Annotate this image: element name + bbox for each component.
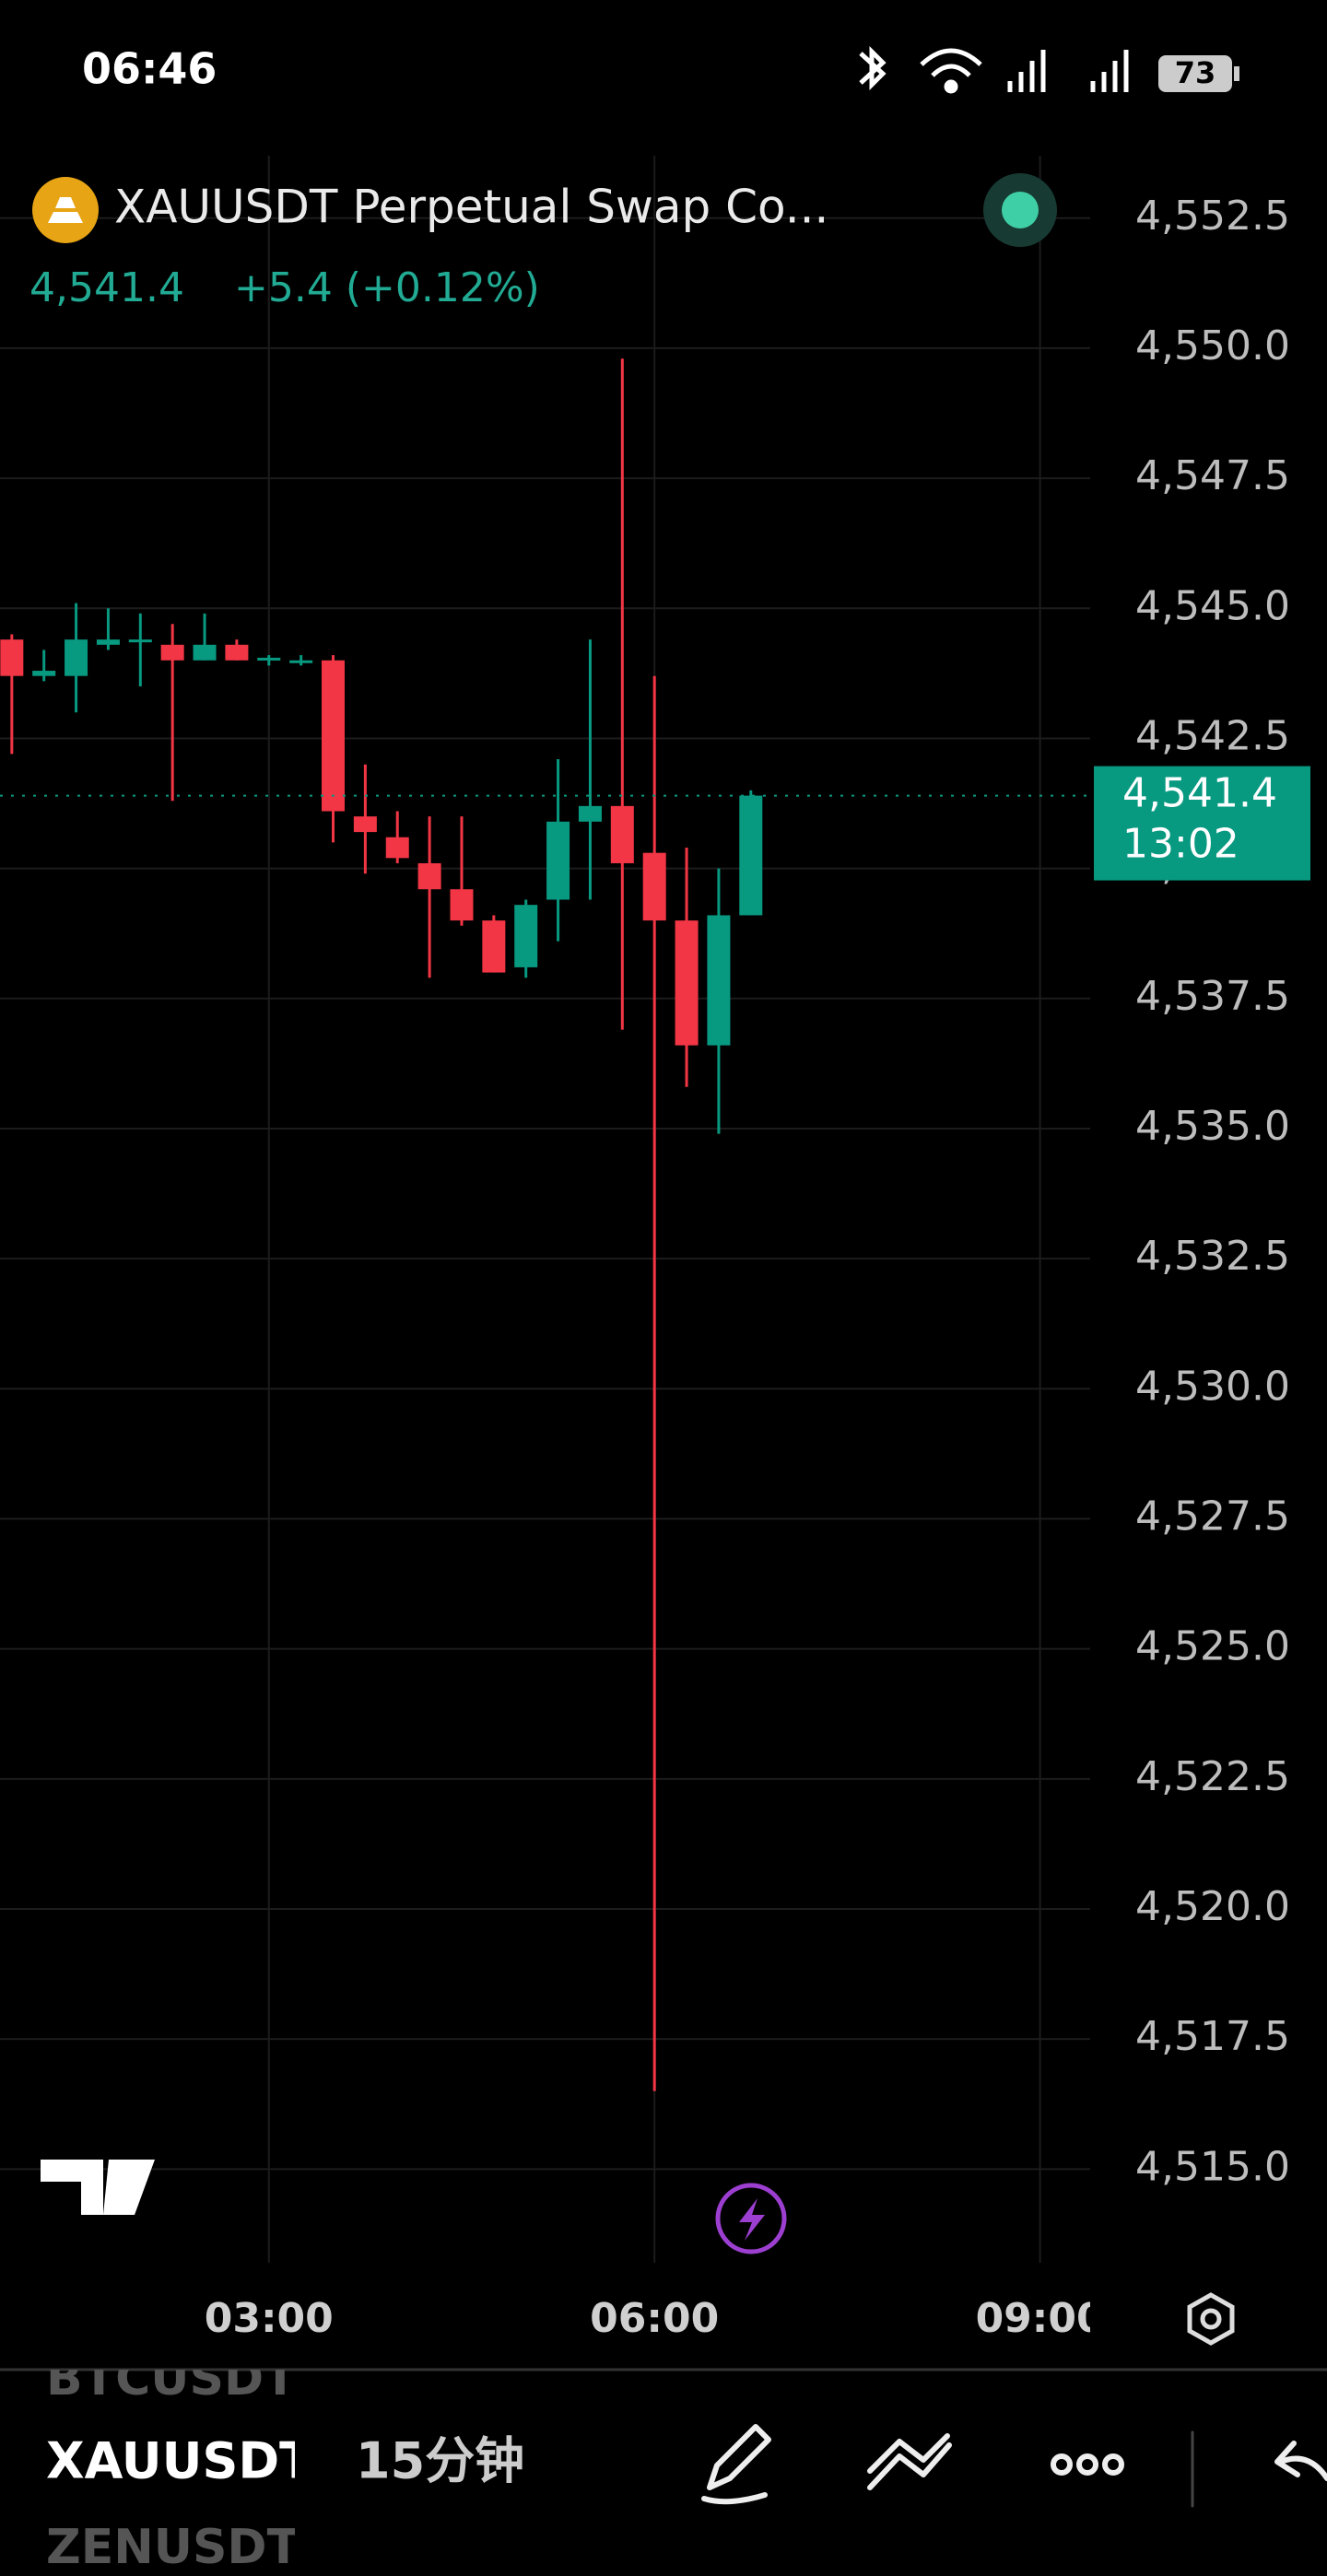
status-dot (1002, 192, 1039, 228)
y-tick-label: 4,522.5 (1135, 1753, 1290, 1800)
last-price-box (1094, 766, 1310, 881)
x-tick-label: 03:00 (205, 2295, 334, 2342)
candle-body (128, 639, 152, 643)
candle-body (514, 905, 538, 967)
header-price: 4,541.4 (29, 264, 184, 311)
symbol-title[interactable]: XAUUSDT Perpetual Swap Co... (114, 181, 828, 234)
y-tick-label: 4,545.0 (1135, 582, 1290, 629)
status-time: 06:46 (82, 44, 217, 94)
candle-body (32, 671, 56, 676)
candle-body (160, 644, 184, 661)
y-tick-label: 4,517.5 (1135, 2013, 1290, 2060)
settings-button[interactable] (1187, 2292, 1235, 2346)
x-tick-label: 09:00 (976, 2295, 1105, 2342)
settings-icon (1200, 2308, 1222, 2330)
y-tick-label: 4,520.0 (1135, 1883, 1290, 1930)
battery-level: 73 (1175, 55, 1216, 90)
candle-body (417, 862, 441, 890)
candle-body (257, 657, 281, 661)
gold-bars (48, 197, 83, 223)
candle-body (0, 639, 24, 676)
axes: 4,515.0 4,517.5 4,520.0 4,522.5 4,525.0 4,527… (0, 193, 1310, 2342)
tradingview-logo (41, 2160, 155, 2215)
candle-body (353, 816, 377, 833)
candle-body (289, 660, 313, 663)
y-tick-label: 4,547.5 (1135, 452, 1290, 499)
candle-body (65, 639, 88, 676)
candle-body (707, 915, 731, 1046)
candle-body (193, 644, 217, 661)
battery-tip (1234, 66, 1239, 81)
draw-button[interactable] (701, 2424, 771, 2505)
header-change: +5.4 (+0.12%) (234, 264, 540, 311)
candle-body (739, 795, 763, 916)
x-tick-label: 06:00 (590, 2295, 719, 2342)
battery (1158, 55, 1232, 92)
candle-body (385, 837, 409, 859)
y-tick-label: 4,532.5 (1135, 1233, 1290, 1280)
symbol-picker[interactable]: BTCUSDT XAUUSDT ZENUSDT (46, 2351, 313, 2572)
candle-body (96, 639, 120, 645)
y-tick-label: 4,515.0 (1135, 2143, 1290, 2190)
candle-body (225, 644, 249, 661)
candle-body (578, 805, 602, 822)
flash-button[interactable] (715, 2183, 787, 2254)
flash-icon (739, 2198, 765, 2241)
last-price-label: 4,541.4 (1122, 770, 1277, 817)
symbol-option[interactable]: ZENUSDT (46, 2520, 300, 2572)
grid (0, 156, 1090, 2263)
y-tick-label: 4,542.5 (1135, 712, 1290, 759)
candle-body (482, 920, 506, 973)
interval[interactable]: 15分钟 (356, 2432, 524, 2490)
candle-body (546, 821, 570, 900)
y-tick-label: 4,537.5 (1135, 973, 1290, 1020)
y-tick-label: 4,535.0 (1135, 1103, 1290, 1150)
symbol-option[interactable]: BTCUSDT (46, 2351, 297, 2406)
y-tick-label: 4,530.0 (1135, 1363, 1290, 1410)
candle-body (450, 889, 474, 921)
status-icons (859, 45, 1129, 94)
undo-button[interactable] (1274, 2441, 1327, 2481)
y-tick-label: 4,527.5 (1135, 1493, 1290, 1540)
candle-body (322, 660, 346, 812)
gold-icon (32, 177, 99, 243)
more-button[interactable] (1051, 2453, 1124, 2476)
countdown: 13:02 (1122, 821, 1239, 868)
y-tick-label: 4,550.0 (1135, 322, 1290, 369)
y-tick-label: 4,525.0 (1135, 1623, 1290, 1670)
candle-body (610, 805, 634, 863)
x-axis: 03:00 06:00 09:00 (205, 2295, 1105, 2342)
trend-button[interactable] (867, 2433, 952, 2490)
candles (0, 358, 763, 2091)
y-tick-label: 4,552.5 (1135, 193, 1290, 240)
candle-body (642, 852, 666, 921)
candle-body (675, 920, 699, 1046)
symbol-selected[interactable]: XAUUSDT (46, 2432, 313, 2490)
